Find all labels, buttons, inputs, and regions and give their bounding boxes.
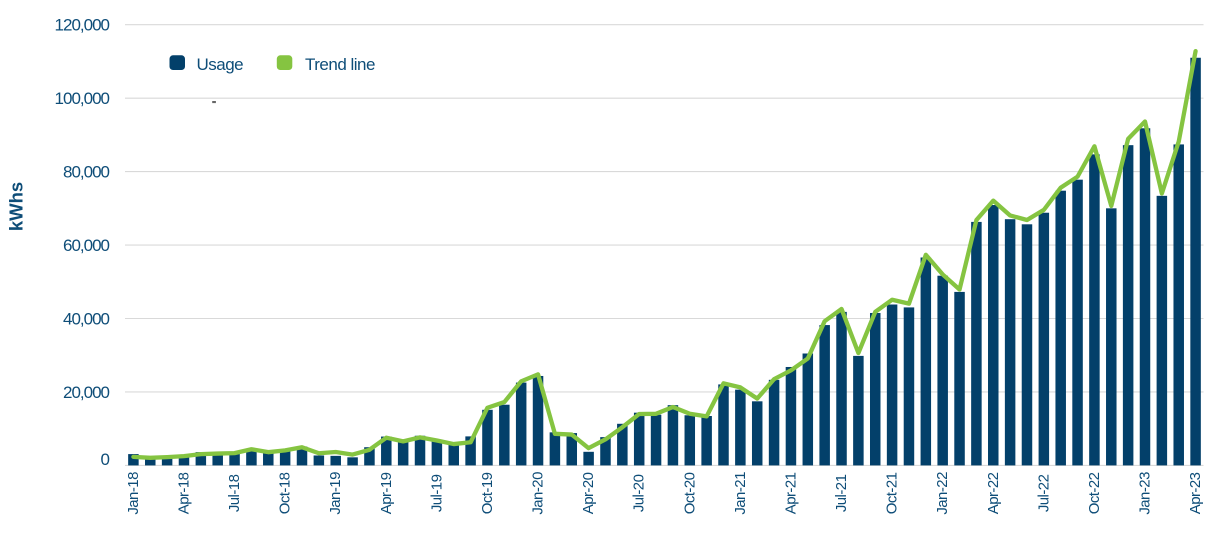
svg-text:Jul-21: Jul-21 xyxy=(833,474,850,512)
svg-text:Apr-20: Apr-20 xyxy=(580,472,597,514)
svg-text:Usage: Usage xyxy=(197,55,244,74)
svg-text:Apr-22: Apr-22 xyxy=(985,472,1002,514)
svg-text:Jan-19: Jan-19 xyxy=(327,472,344,515)
svg-text:Oct-21: Oct-21 xyxy=(884,472,901,514)
svg-text:120,000: 120,000 xyxy=(55,16,110,35)
svg-text:Apr-21: Apr-21 xyxy=(782,472,799,514)
svg-text:Oct-22: Oct-22 xyxy=(1086,472,1103,514)
svg-text:100,000: 100,000 xyxy=(55,89,110,108)
svg-text:Jul-20: Jul-20 xyxy=(631,474,648,512)
svg-text:kWhs: kWhs xyxy=(6,182,27,231)
svg-text:Jan-22: Jan-22 xyxy=(934,472,951,515)
svg-text:80,000: 80,000 xyxy=(63,162,110,181)
svg-text:60,000: 60,000 xyxy=(63,236,110,255)
svg-text:Apr-19: Apr-19 xyxy=(378,472,395,514)
svg-text:Jul-22: Jul-22 xyxy=(1035,474,1052,512)
svg-text:Jan-20: Jan-20 xyxy=(530,472,547,515)
svg-text:Jan-21: Jan-21 xyxy=(732,472,749,515)
svg-text:40,000: 40,000 xyxy=(63,309,110,328)
svg-text:Oct-19: Oct-19 xyxy=(479,472,496,514)
svg-text:Oct-18: Oct-18 xyxy=(277,472,294,514)
svg-text:Jul-19: Jul-19 xyxy=(428,474,445,512)
svg-text:Apr-18: Apr-18 xyxy=(175,472,192,514)
svg-text:Oct-20: Oct-20 xyxy=(681,472,698,514)
svg-text:Jan-18: Jan-18 xyxy=(125,472,142,515)
svg-text:Trend line: Trend line xyxy=(305,55,375,74)
svg-text:Jan-23: Jan-23 xyxy=(1137,472,1154,515)
svg-text:Jul-18: Jul-18 xyxy=(226,474,243,512)
svg-text:Apr-23: Apr-23 xyxy=(1187,472,1204,514)
svg-text:0: 0 xyxy=(101,450,110,469)
svg-text:20,000: 20,000 xyxy=(63,383,110,402)
